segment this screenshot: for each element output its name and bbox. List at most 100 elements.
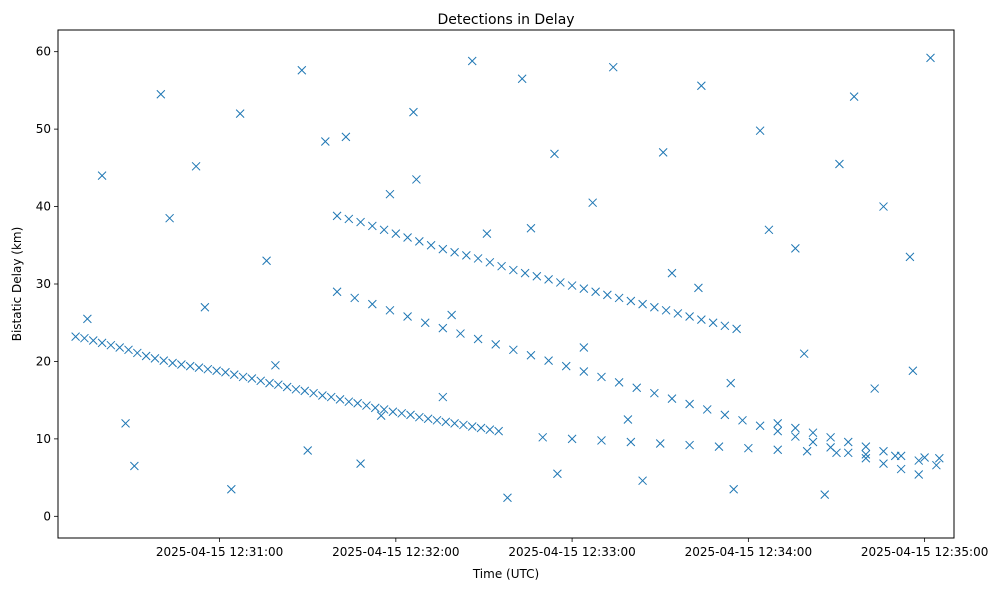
detection-marker: [106, 340, 116, 350]
detection-marker: [482, 229, 492, 239]
x-tick-label: 2025-04-15 12:33:00: [508, 545, 635, 559]
detection-marker: [550, 149, 559, 159]
detection-marker: [97, 171, 107, 180]
detection-marker: [297, 65, 307, 75]
detection-marker: [808, 428, 818, 438]
detection-marker: [414, 237, 424, 246]
detection-marker: [423, 414, 433, 424]
detection-marker: [450, 247, 459, 257]
detection-marker: [88, 336, 98, 345]
detection-marker: [538, 432, 548, 442]
detection-marker: [362, 401, 371, 410]
y-tick-label: 60: [36, 45, 51, 59]
detection-marker: [406, 410, 415, 420]
detection-marker: [265, 378, 274, 388]
detection-marker: [438, 392, 448, 402]
detection-marker: [132, 348, 142, 358]
detection-marker: [820, 490, 830, 499]
detection-marker: [879, 202, 888, 211]
detection-marker: [376, 411, 386, 420]
detection-marker: [908, 366, 918, 376]
detection-marker: [494, 426, 504, 436]
detection-marker: [367, 299, 377, 309]
detection-marker: [532, 271, 542, 281]
detection-marker: [773, 419, 783, 428]
detection-marker: [526, 350, 536, 360]
detection-marker: [212, 366, 221, 376]
detection-marker: [83, 314, 92, 324]
detection-marker: [150, 353, 160, 363]
detection-marker: [626, 296, 636, 306]
detection-marker: [755, 421, 765, 431]
detection-marker: [914, 456, 924, 465]
detection-marker: [650, 388, 659, 398]
detection-marker: [356, 217, 365, 227]
detection-marker: [544, 275, 553, 284]
detection-marker: [588, 198, 598, 208]
detection-marker: [702, 405, 712, 414]
detection-marker: [896, 464, 906, 474]
detection-marker: [720, 410, 730, 420]
detection-marker: [485, 425, 495, 434]
detection-marker: [579, 343, 589, 352]
detection-marker: [235, 109, 245, 118]
detection-marker: [843, 448, 853, 458]
detection-marker: [802, 446, 812, 456]
y-tick-label: 40: [36, 200, 51, 214]
y-axis: 0 10 20 30 40 50 60: [36, 45, 58, 523]
detection-marker: [168, 358, 177, 368]
detection-marker: [341, 132, 351, 142]
detection-marker: [332, 287, 342, 297]
detection-marker: [141, 351, 151, 361]
detection-marker: [282, 382, 292, 392]
detection-marker: [353, 398, 362, 408]
y-tick-label: 30: [36, 277, 51, 291]
detection-marker: [508, 265, 518, 275]
detection-marker: [356, 459, 365, 469]
detection-marker: [438, 244, 448, 254]
detection-marker: [194, 363, 204, 372]
detection-marker: [80, 333, 89, 343]
detection-marker: [273, 380, 283, 390]
x-tick-label: 2025-04-15 12:31:00: [156, 545, 283, 559]
detection-marker: [388, 407, 398, 417]
detection-marker: [685, 440, 694, 450]
detection-marker: [238, 372, 248, 382]
detection-marker: [124, 345, 133, 355]
detection-marker: [861, 450, 871, 459]
detection-marker: [473, 254, 483, 263]
detection-marker: [579, 367, 589, 376]
y-tick-label: 10: [36, 432, 51, 446]
detection-marker: [459, 420, 468, 430]
detection-marker: [738, 415, 747, 425]
detection-marker: [397, 408, 407, 418]
detection-marker: [632, 383, 642, 393]
detection-marker: [694, 283, 703, 293]
detection-marker: [791, 432, 800, 441]
detection-marker: [503, 493, 512, 503]
x-tick-label: 2025-04-15 12:32:00: [332, 545, 459, 559]
detection-marker: [835, 159, 844, 169]
detection-marker: [791, 423, 800, 433]
detection-marker: [861, 442, 871, 451]
detection-marker: [655, 439, 665, 448]
detection-marker: [567, 281, 577, 290]
detection-marker: [271, 360, 280, 370]
detection-marker: [579, 284, 589, 293]
detection-marker: [300, 386, 310, 396]
detection-marker: [185, 361, 195, 371]
detection-marker: [890, 451, 900, 461]
detection-marker: [520, 268, 530, 278]
detection-marker: [799, 349, 809, 359]
detection-marker: [385, 189, 395, 199]
detection-marker: [414, 412, 424, 422]
detection-marker: [597, 372, 606, 382]
detection-marker: [191, 161, 201, 171]
detections-series: [71, 53, 944, 503]
detection-marker: [591, 287, 600, 297]
detection-marker: [508, 345, 518, 355]
detection-marker: [412, 175, 421, 184]
detection-marker: [614, 377, 624, 387]
detection-marker: [309, 388, 318, 398]
